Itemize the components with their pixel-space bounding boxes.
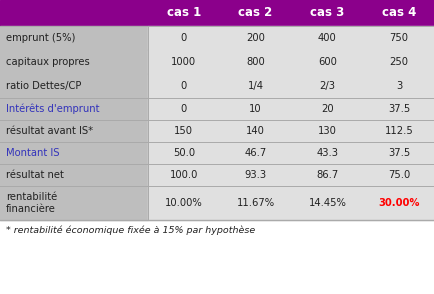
- Text: 130: 130: [317, 126, 336, 136]
- Text: 200: 200: [246, 33, 264, 43]
- Text: 10.00%: 10.00%: [164, 198, 202, 208]
- Text: 0: 0: [181, 104, 187, 114]
- Bar: [148, 186, 434, 220]
- Bar: [148, 74, 434, 98]
- Text: 46.7: 46.7: [244, 148, 266, 158]
- Text: 150: 150: [174, 126, 193, 136]
- Bar: [148, 120, 434, 142]
- Text: * rentabilité économique fixée à 15% par hypothèse: * rentabilité économique fixée à 15% par…: [6, 225, 255, 235]
- Text: 30.00%: 30.00%: [378, 198, 419, 208]
- Bar: [0, 98, 148, 120]
- Text: cas 3: cas 3: [309, 6, 344, 19]
- Text: 50.0: 50.0: [172, 148, 194, 158]
- Bar: [148, 26, 434, 50]
- Bar: [0, 74, 148, 98]
- Text: 86.7: 86.7: [316, 170, 338, 180]
- Text: résultat avant IS*: résultat avant IS*: [6, 126, 93, 136]
- Text: 93.3: 93.3: [244, 170, 266, 180]
- Bar: [0, 50, 148, 74]
- Text: emprunt (5%): emprunt (5%): [6, 33, 75, 43]
- Text: 400: 400: [317, 33, 336, 43]
- Text: cas 4: cas 4: [381, 6, 415, 19]
- Text: 0: 0: [181, 33, 187, 43]
- Bar: [148, 164, 434, 186]
- Text: 100.0: 100.0: [169, 170, 197, 180]
- Text: 0: 0: [181, 81, 187, 91]
- Bar: [0, 142, 148, 164]
- Bar: [0, 120, 148, 142]
- Text: 800: 800: [246, 57, 264, 67]
- Text: ratio Dettes/CP: ratio Dettes/CP: [6, 81, 81, 91]
- Text: 250: 250: [389, 57, 408, 67]
- Text: Intérêts d'emprunt: Intérêts d'emprunt: [6, 104, 99, 114]
- Bar: [148, 142, 434, 164]
- Text: 37.5: 37.5: [387, 148, 409, 158]
- Text: 75.0: 75.0: [387, 170, 409, 180]
- Text: 1/4: 1/4: [247, 81, 263, 91]
- Text: Montant IS: Montant IS: [6, 148, 59, 158]
- Text: cas 2: cas 2: [238, 6, 272, 19]
- Bar: [148, 50, 434, 74]
- Text: 10: 10: [249, 104, 261, 114]
- Text: cas 1: cas 1: [166, 6, 201, 19]
- Text: 43.3: 43.3: [316, 148, 338, 158]
- Text: 37.5: 37.5: [387, 104, 409, 114]
- Text: 1000: 1000: [171, 57, 196, 67]
- Text: 140: 140: [246, 126, 264, 136]
- Text: capitaux propres: capitaux propres: [6, 57, 89, 67]
- Text: résultat net: résultat net: [6, 170, 64, 180]
- Text: rentabilité
financière: rentabilité financière: [6, 192, 57, 214]
- Text: 600: 600: [317, 57, 336, 67]
- Text: 2/3: 2/3: [319, 81, 335, 91]
- Text: 112.5: 112.5: [384, 126, 413, 136]
- Bar: [0, 186, 148, 220]
- Bar: [0, 26, 148, 50]
- Text: 3: 3: [395, 81, 401, 91]
- Bar: [148, 98, 434, 120]
- Bar: [0, 164, 148, 186]
- Text: 11.67%: 11.67%: [236, 198, 274, 208]
- Text: 14.45%: 14.45%: [308, 198, 345, 208]
- Text: 20: 20: [320, 104, 333, 114]
- Bar: [0, 0, 434, 26]
- Text: 750: 750: [389, 33, 408, 43]
